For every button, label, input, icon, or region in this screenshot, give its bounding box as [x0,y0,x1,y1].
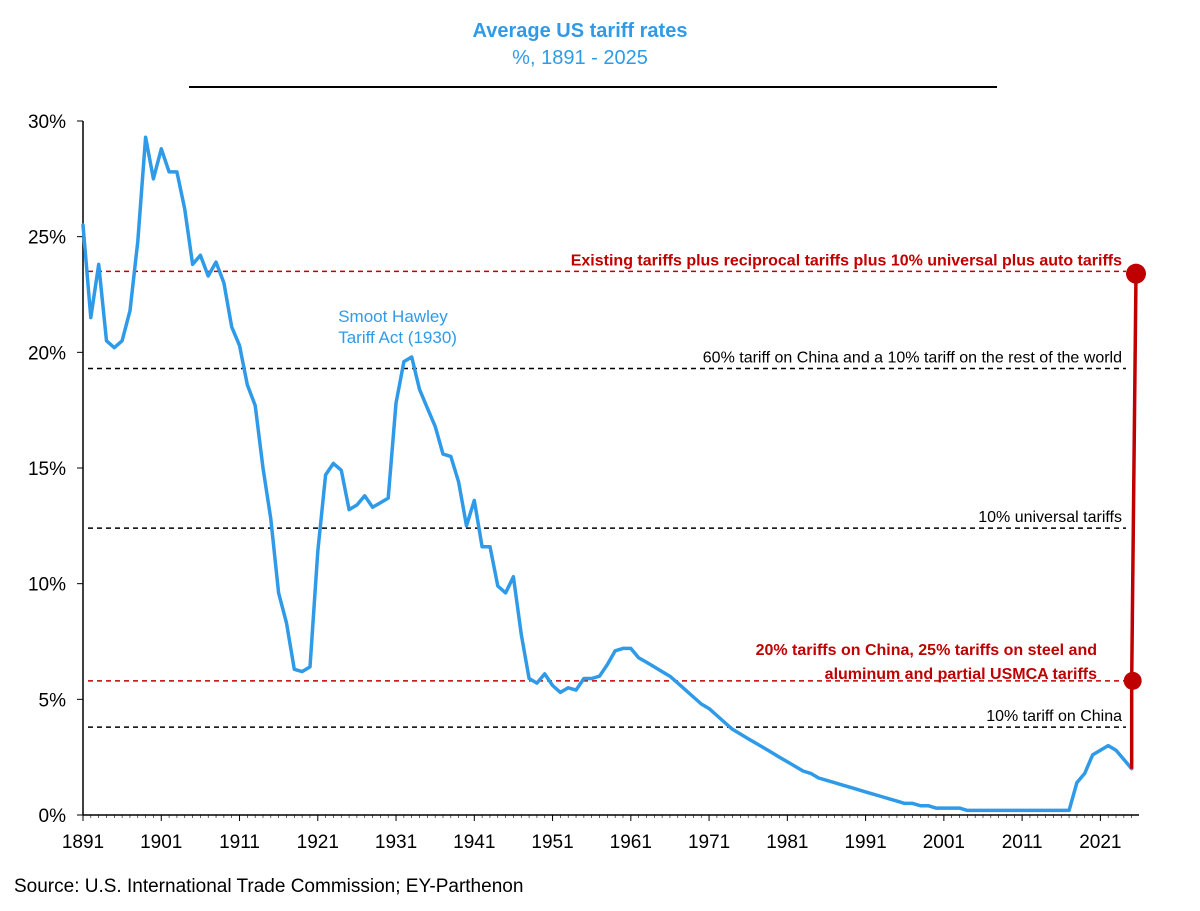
y-tick-label: 15% [28,459,66,480]
tariff-rate-line [81,135,1134,813]
reference-line-label: 10% universal tariffs [978,509,1122,526]
x-tick-label: 1891 [62,832,104,853]
reference-line-label: Existing tariffs plus reciprocal tariffs… [571,252,1122,269]
tick-labels-group: 0% 5% 10% 15% 20% 25% 30% 1891 1901 1911 1921 1931 1… [28,112,1122,853]
annotations-group: Smoot Hawley Tariff Act (1930) [338,307,457,347]
x-tick-label: 1921 [297,832,339,853]
x-tick-label: 1941 [453,832,495,853]
reference-line-label: 10% tariff on China [986,708,1122,725]
projection-marker [1126,263,1146,284]
source-note: Source: U.S. International Trade Commiss… [14,876,524,897]
x-tick-label: 1951 [531,832,573,853]
projection-marker [1123,671,1142,690]
chart-title: Average US tariff rates [472,20,688,42]
series-group [81,135,1146,813]
y-tick-label: 10% [28,575,66,596]
x-tick-label: 1911 [219,832,260,853]
projection-line [1129,273,1138,681]
axes-group [77,120,1139,821]
y-tick-label: 20% [28,343,66,364]
x-tick-label: 2021 [1079,832,1121,853]
x-tick-label: 2011 [1002,832,1043,853]
x-tick-label: 2001 [923,832,965,853]
chart-subtitle: %, 1891 - 2025 [512,47,648,69]
title-divider [189,86,997,88]
y-tick-label: 25% [28,228,66,249]
x-tick-label: 1931 [375,832,417,853]
x-tick-label: 1981 [766,832,808,853]
y-tick-label: 5% [39,690,67,711]
reference-line-label: 60% tariff on China and a 10% tariff on … [703,350,1122,367]
x-tick-label: 1901 [140,832,182,853]
annotation-text: Smoot Hawley [338,307,448,326]
annotation-text: Tariff Act (1930) [338,328,457,347]
reference-line-label: aluminum and partial USMCA tariffs [825,666,1097,683]
x-tick-label: 1961 [610,832,652,853]
y-tick-label: 30% [28,112,66,133]
reference-lines-group: Existing tariffs plus reciprocal tariffs… [88,252,1126,728]
reference-line-label: 20% tariffs on China, 25% tariffs on ste… [756,642,1097,659]
y-tick-label: 0% [39,806,67,827]
x-tick-label: 1971 [688,832,730,853]
x-tick-label: 1991 [844,832,886,853]
